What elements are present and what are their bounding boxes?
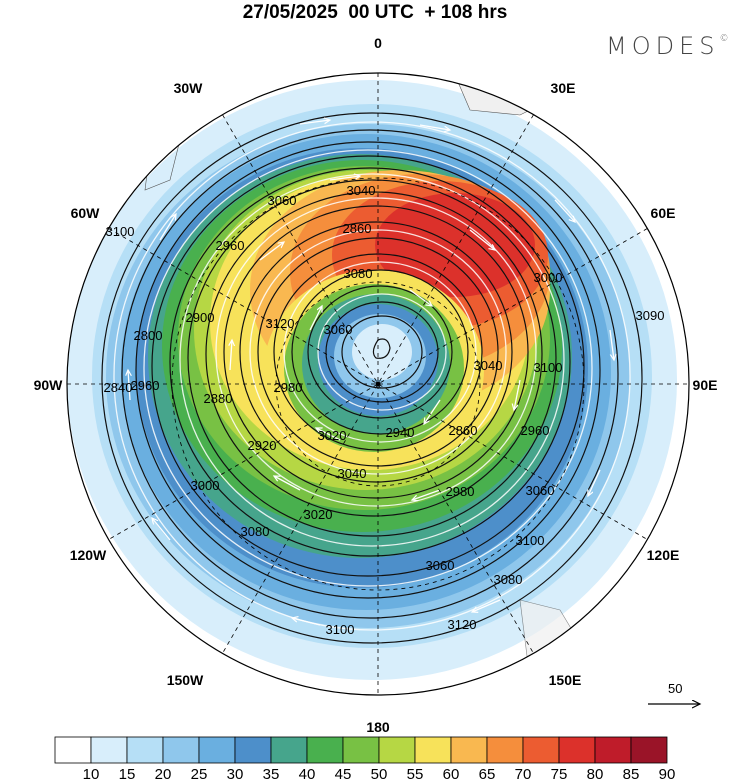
colorbar-swatch — [450, 736, 488, 764]
contour-label: 3060 — [426, 558, 455, 573]
copyright-mark: © — [719, 34, 729, 44]
colorbar-swatch — [90, 736, 128, 764]
contour-label: 2980 — [274, 380, 303, 395]
colorbar-swatch — [198, 736, 236, 764]
contour-label: 3120 — [448, 617, 477, 632]
colorbar-swatch — [558, 736, 596, 764]
map-title: 27/05/2025 00 UTC + 108 hrs — [242, 2, 508, 23]
logo-text: MODES — [606, 32, 720, 60]
contour-label: 3040 — [347, 183, 376, 198]
colorbar-tick-label: 85 — [623, 766, 640, 782]
lon-30e-label: 30E — [551, 80, 576, 96]
colorbar-swatch — [126, 736, 164, 764]
reference-vector-label: 50 — [668, 681, 682, 696]
contour-label: 3060 — [526, 483, 555, 498]
colorbar-tick-label: 15 — [119, 766, 136, 782]
contour-label: 2800 — [134, 328, 163, 343]
colorbar-tick-label: 80 — [587, 766, 604, 782]
colorbar-tick-label: 10 — [83, 766, 100, 782]
wind-band-80 — [375, 193, 535, 297]
contour-label: 2980 — [446, 484, 475, 499]
north-pole-marker — [375, 381, 381, 387]
lon-90e-label: 90E — [693, 377, 718, 393]
contour-label: 2880 — [204, 391, 233, 406]
wind-arrows — [128, 120, 614, 626]
colorbar-tick-label: 75 — [551, 766, 568, 782]
colorbar-tick-label: 50 — [371, 766, 388, 782]
colorbar-tick-label: 45 — [335, 766, 352, 782]
contour-label: 3100 — [534, 360, 563, 375]
longitude-labels: 0 30E 60E 90E 120E 150E 180 150W 120W 90W 60W 30W — [34, 35, 718, 735]
lon-150e-label: 150E — [549, 672, 582, 688]
colorbar-tick-label: 55 — [407, 766, 424, 782]
colorbar-swatch — [306, 736, 344, 764]
lon-120e-label: 120E — [647, 547, 680, 563]
colorbar-tick-label: 70 — [515, 766, 532, 782]
colorbar-tick-label: 30 — [227, 766, 244, 782]
colorbar-swatch — [234, 736, 272, 764]
contour-label: 2960 — [216, 238, 245, 253]
colorbar-swatch — [162, 736, 200, 764]
colorbar-swatch — [270, 736, 308, 764]
contour-label: 3040 — [338, 466, 367, 481]
contour-label: 3040 — [474, 358, 503, 373]
colorbar: 10 15 20 25 30 35 40 45 50 55 60 65 70 75 80 85 90 — [54, 736, 676, 782]
lon-120w-label: 120W — [70, 547, 107, 563]
contour-label: 2920 — [248, 438, 277, 453]
contour-label: 3060 — [268, 193, 297, 208]
contour-label: 3090 — [636, 308, 665, 323]
contour-label: 3020 — [318, 428, 347, 443]
lon-90w-label: 90W — [34, 377, 64, 393]
contour-labels: 3040 3060 3100 2960 2860 3080 3000 2900 3120 3090… — [104, 183, 665, 637]
lon-150w-label: 150W — [167, 672, 204, 688]
colorbar-tick-label: 20 — [155, 766, 172, 782]
graticule — [67, 73, 689, 695]
contour-label: 3000 — [534, 270, 563, 285]
contour-label: 3080 — [494, 572, 523, 587]
lon-0-label: 0 — [374, 35, 382, 51]
contour-label: 3100 — [326, 622, 355, 637]
contour-label: 2940 — [386, 425, 415, 440]
modes-logo: MODES© — [606, 32, 728, 60]
colorbar-swatch — [594, 736, 632, 764]
colorbar-swatch — [378, 736, 416, 764]
colorbar-tick-label: 25 — [191, 766, 208, 782]
contour-label: 3120 — [266, 316, 295, 331]
contour-label: 3020 — [304, 507, 333, 522]
contour-label: 2960 — [521, 423, 550, 438]
lon-30w-label: 30W — [174, 80, 204, 96]
contour-label: 2860 — [449, 423, 478, 438]
contour-label: 3080 — [241, 524, 270, 539]
colorbar-tick-label: 35 — [263, 766, 280, 782]
contour-label: 2900 — [186, 310, 215, 325]
lon-60w-label: 60W — [71, 205, 101, 221]
contour-label: 3100 — [516, 533, 545, 548]
colorbar-swatch — [54, 736, 92, 764]
contour-label: 3080 — [344, 266, 373, 281]
contour-label: 3060 — [324, 322, 353, 337]
colorbar-tick-label: 40 — [299, 766, 316, 782]
colorbar-swatch — [342, 736, 380, 764]
colorbar-tick-label: 90 — [659, 766, 676, 782]
height-contours — [101, 112, 643, 644]
map-boundary — [66, 72, 690, 696]
contour-label: 2860 — [343, 221, 372, 236]
lon-60e-label: 60E — [651, 205, 676, 221]
colorbar-swatch — [486, 736, 524, 764]
colorbar-tick-label: 65 — [479, 766, 496, 782]
contour-label: 2960 — [131, 378, 160, 393]
colorbar-tick-label: 60 — [443, 766, 460, 782]
contour-label: 3100 — [106, 224, 135, 239]
lon-180-label: 180 — [366, 719, 390, 735]
contour-label: 2840 — [104, 380, 133, 395]
colorbar-swatch — [630, 736, 668, 764]
colorbar-swatch — [522, 736, 560, 764]
colorbar-swatch — [414, 736, 452, 764]
contour-label: 3000 — [191, 478, 220, 493]
land-europe — [454, 74, 561, 116]
